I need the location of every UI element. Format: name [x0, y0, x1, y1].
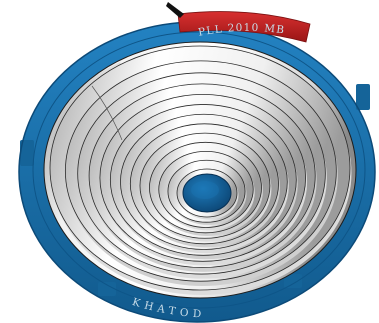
center-hub [182, 173, 232, 213]
rim-tab-left [20, 140, 34, 166]
rim-tab-right [356, 84, 370, 110]
rim-tab-bottom-left [98, 282, 116, 296]
concentric-rings [49, 45, 352, 295]
red-clip [166, 2, 311, 43]
rim-tab-bottom-right [284, 274, 302, 288]
mould-seam-line [91, 85, 123, 141]
